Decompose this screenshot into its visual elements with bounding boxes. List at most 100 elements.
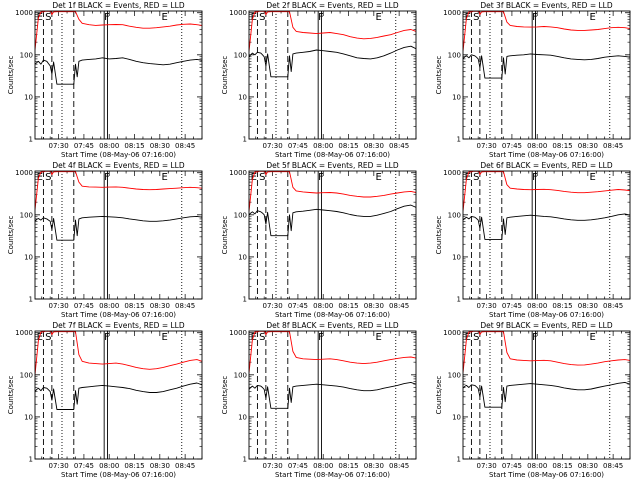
interval-label: E (465, 172, 471, 183)
x-tick-label: 08:30 (364, 462, 384, 470)
y-tick-label: 1 (457, 296, 461, 304)
y-axis-label: Counts/sec (221, 376, 229, 415)
y-tick-label: 10 (452, 93, 461, 101)
x-tick-label: 07:45 (74, 142, 94, 150)
plot-frame (462, 170, 631, 300)
y-tick-label: 1 (243, 136, 247, 144)
x-tick-label: 08:30 (150, 302, 170, 310)
x-tick-label: 07:45 (288, 462, 308, 470)
y-axis-label: Counts/sec (7, 376, 15, 415)
x-tick-label: 08:45 (389, 302, 409, 310)
y-tick-label: 1000 (15, 9, 33, 17)
series-line-events (463, 53, 630, 79)
y-tick-label: 1000 (443, 329, 461, 337)
x-tick-label: 08:45 (603, 302, 623, 310)
y-tick-label: 100 (448, 51, 461, 59)
x-axis-label: Start Time (08-May-06 07:16:00) (61, 471, 176, 479)
x-tick-label: 07:30 (49, 142, 69, 150)
y-axis-label: Counts/sec (435, 376, 443, 415)
series-line-events (249, 45, 416, 78)
interval-label: S (473, 332, 479, 343)
x-tick-label: 08:15 (552, 142, 572, 150)
y-tick-label: 100 (448, 371, 461, 379)
y-axis-label: Counts/sec (435, 56, 443, 95)
interval-label: E (162, 12, 168, 23)
interval-label: E (376, 172, 382, 183)
series-line-events (463, 381, 630, 408)
panel-title: Det 1f BLACK = Events, RED = LLD (52, 1, 185, 10)
plot-frame (462, 330, 631, 460)
x-tick-label: 08:00 (99, 142, 119, 150)
x-tick-label: 08:15 (338, 302, 358, 310)
x-tick-label: 08:30 (578, 462, 598, 470)
interval-label: E (465, 332, 471, 343)
x-tick-label: 08:30 (578, 302, 598, 310)
chart-panel-3: Det 3f BLACK = Events, RED = LLD 1 10 100 10… (435, 1, 631, 159)
interval-label: F (532, 172, 538, 183)
interval-label: E (37, 332, 43, 343)
interval-label: F (104, 12, 110, 23)
x-tick-label: 08:15 (552, 462, 572, 470)
y-tick-label: 1000 (229, 329, 247, 337)
x-tick-label: 07:30 (263, 302, 283, 310)
interval-label: F (318, 12, 324, 23)
interval-label: E (251, 12, 257, 23)
x-tick-label: 08:45 (389, 462, 409, 470)
x-tick-label: 07:30 (49, 462, 69, 470)
chart-panel-2: Det 2f BLACK = Events, RED = LLD 1 10 100 10… (221, 1, 417, 159)
x-tick-label: 07:30 (477, 462, 497, 470)
y-tick-label: 100 (448, 211, 461, 219)
chart-panel-9: Det 9f BLACK = Events, RED = LLD 1 10 100 10… (435, 321, 631, 479)
panel-title: Det 8f BLACK = Events, RED = LLD (266, 321, 399, 330)
x-tick-label: 08:45 (175, 462, 195, 470)
y-tick-label: 10 (24, 413, 33, 421)
x-tick-label: 07:45 (74, 302, 94, 310)
x-tick-label: 08:45 (603, 462, 623, 470)
x-tick-label: 08:15 (552, 302, 572, 310)
x-axis-label: Start Time (08-May-06 07:16:00) (61, 151, 176, 159)
x-tick-label: 07:45 (502, 462, 522, 470)
interval-label: E (251, 172, 257, 183)
panel-title: Det 3f BLACK = Events, RED = LLD (480, 1, 613, 10)
interval-label: S (45, 12, 51, 23)
x-tick-label: 08:15 (338, 142, 358, 150)
series-line-events (35, 57, 202, 85)
series-line-events (249, 381, 416, 409)
y-tick-label: 10 (24, 253, 33, 261)
x-tick-label: 07:45 (502, 142, 522, 150)
y-tick-label: 1 (457, 456, 461, 464)
plot-frame (248, 330, 417, 460)
y-tick-label: 1 (29, 136, 33, 144)
x-tick-label: 08:45 (175, 142, 195, 150)
panel-title: Det 6f BLACK = Events, RED = LLD (480, 161, 613, 170)
y-tick-label: 100 (20, 51, 33, 59)
x-axis-label: Start Time (08-May-06 07:16:00) (275, 311, 390, 319)
series-line-events (249, 204, 416, 237)
x-tick-label: 08:00 (313, 142, 333, 150)
interval-label: E (590, 12, 596, 23)
x-tick-label: 08:00 (313, 462, 333, 470)
x-axis-label: Start Time (08-May-06 07:16:00) (275, 471, 390, 479)
x-tick-label: 08:15 (124, 462, 144, 470)
x-tick-label: 08:30 (364, 302, 384, 310)
y-tick-label: 1000 (15, 169, 33, 177)
interval-label: E (162, 172, 168, 183)
interval-label: F (104, 332, 110, 343)
plot-frame (34, 330, 203, 460)
series-line-events (35, 215, 202, 241)
chart-panel-7: Det 7f BLACK = Events, RED = LLD 1 10 100 10… (7, 321, 203, 479)
interval-label: E (465, 12, 471, 23)
x-axis-label: Start Time (08-May-06 07:16:00) (489, 151, 604, 159)
panel-title: Det 5f BLACK = Events, RED = LLD (266, 161, 399, 170)
x-tick-label: 07:45 (502, 302, 522, 310)
interval-label: S (259, 172, 265, 183)
y-tick-label: 1000 (229, 9, 247, 17)
x-tick-label: 08:00 (527, 462, 547, 470)
interval-label: S (45, 172, 51, 183)
x-tick-label: 08:30 (578, 142, 598, 150)
y-axis-label: Counts/sec (7, 56, 15, 95)
y-tick-label: 100 (234, 51, 247, 59)
y-tick-label: 10 (24, 93, 33, 101)
chart-panel-8: Det 8f BLACK = Events, RED = LLD 1 10 100 10… (221, 321, 417, 479)
